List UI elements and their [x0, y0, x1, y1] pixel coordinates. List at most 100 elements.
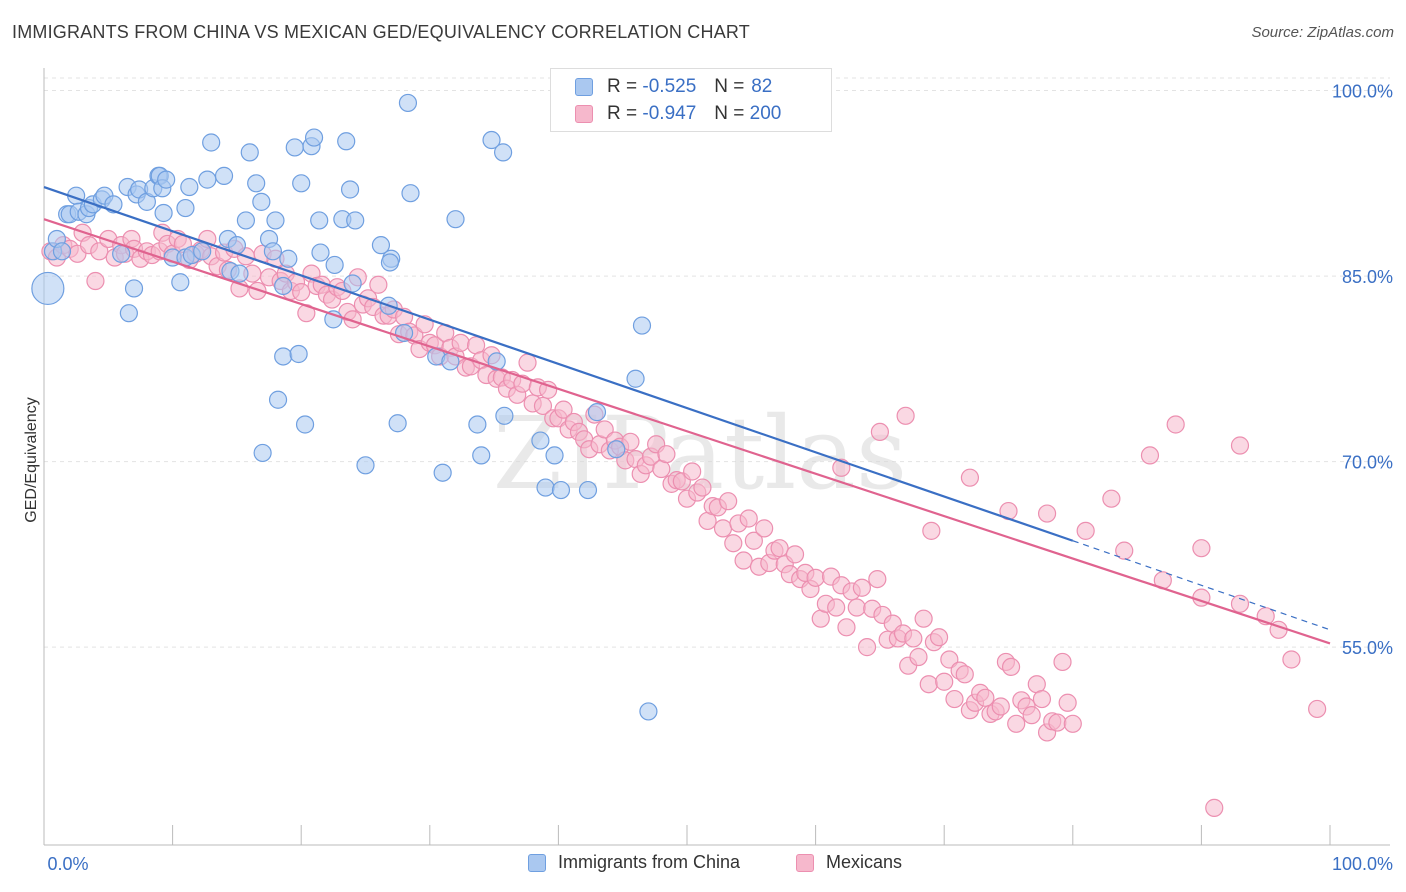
mexican-point — [1282, 650, 1301, 669]
mexican-point — [621, 432, 640, 451]
y-tick-label: 55.0% — [1342, 638, 1393, 658]
legend-row-china: R = -0.525 N = 82 — [551, 73, 772, 101]
mexican-point — [1308, 699, 1327, 719]
mexican-point — [683, 462, 702, 481]
china-swatch — [528, 853, 546, 872]
mexican-point — [1115, 541, 1134, 560]
china-point — [263, 242, 283, 261]
mexican-point — [922, 521, 941, 540]
mexican-point — [1230, 436, 1250, 455]
mexican-point — [734, 551, 753, 570]
china-point — [285, 138, 304, 157]
mexican-point — [1007, 714, 1026, 733]
mexican-point — [90, 242, 109, 261]
mexican-point — [1140, 446, 1160, 465]
mexican-point — [904, 629, 923, 648]
china-point — [468, 415, 487, 434]
n-value: 82 — [751, 76, 773, 97]
china-point — [536, 478, 555, 497]
china-trend-line — [43, 185, 1074, 542]
china-point — [639, 702, 658, 721]
y-tick-labels: 55.0% 70.0% 85.0% 100.0% — [1332, 82, 1393, 659]
china-point — [292, 174, 311, 193]
china-point — [356, 456, 375, 475]
mexican-swatch — [796, 853, 814, 872]
china-point — [230, 264, 249, 283]
mexican-point — [595, 420, 614, 439]
china-point — [193, 242, 212, 261]
china-point — [214, 166, 234, 185]
china-point — [632, 316, 652, 335]
mexican-point — [914, 609, 933, 628]
china-point — [446, 210, 465, 229]
stats-legend: R = -0.525 N = 82 R = -0.947 N = 200 — [550, 68, 832, 132]
mexican-point — [292, 283, 311, 302]
mexican-point — [1032, 689, 1052, 709]
mexican-point — [857, 638, 877, 657]
china-point — [380, 253, 400, 272]
china-point — [124, 279, 144, 298]
china-point — [587, 403, 607, 422]
mexican-point — [1022, 706, 1041, 725]
china-point — [52, 242, 72, 261]
china-point — [433, 463, 452, 482]
china-point — [388, 414, 407, 433]
china-point — [346, 211, 365, 230]
legend-item-mexicans[interactable]: Mexicans — [796, 852, 902, 873]
china-point — [310, 211, 329, 230]
mexican-point — [693, 478, 712, 497]
china-point — [274, 347, 293, 366]
y-tick-label: 70.0% — [1342, 453, 1393, 473]
china-point — [531, 431, 550, 450]
mexican-point — [1063, 714, 1082, 733]
mexican-point — [1037, 504, 1057, 523]
mexican-point — [770, 539, 789, 558]
mexican-point — [657, 445, 676, 464]
china-point — [401, 184, 420, 203]
grid-lines — [44, 77, 1390, 648]
mexican-point — [945, 689, 964, 709]
mexican-point — [1048, 713, 1067, 732]
china-point — [180, 177, 199, 197]
r-value: -0.525 — [642, 76, 697, 97]
china-point — [171, 273, 190, 292]
mexican-point — [919, 675, 938, 694]
y-tick-label: 85.0% — [1342, 267, 1393, 287]
r-label: R = — [607, 103, 638, 124]
china-point — [252, 192, 271, 211]
mexican-point — [451, 333, 470, 352]
mexican-point — [870, 422, 890, 442]
china-point — [578, 480, 598, 500]
mexican-point — [713, 519, 733, 538]
china-point — [304, 128, 324, 147]
mexican-point — [847, 598, 866, 617]
legend-label: Mexicans — [826, 852, 903, 872]
china-point — [240, 143, 259, 162]
legend-item-china[interactable]: Immigrants from China — [528, 852, 740, 873]
mexican-point — [940, 650, 959, 669]
r-label: R = — [607, 76, 638, 97]
n-label: N = — [714, 76, 745, 97]
mexican-points — [41, 223, 1327, 817]
china-swatch — [575, 78, 593, 96]
x-tick-labels: 0.0% 100.0% — [47, 854, 1393, 874]
china-point — [295, 415, 315, 434]
series-legend: Immigrants from China Mexicans — [0, 852, 1406, 878]
mexican-point — [539, 380, 558, 399]
mexican-point — [935, 672, 954, 691]
r-value: -0.947 — [642, 103, 697, 124]
china-point — [253, 443, 272, 463]
china-point — [472, 446, 491, 465]
china-point — [176, 198, 195, 218]
mexican-point — [909, 647, 928, 667]
x-tick-label: 100.0% — [1332, 854, 1393, 874]
china-point — [274, 276, 293, 296]
china-point — [311, 243, 330, 262]
mexican-point — [248, 281, 267, 301]
china-point — [268, 390, 288, 409]
china-point — [551, 480, 571, 500]
legend-label: Immigrants from China — [558, 852, 741, 872]
mexican-point — [1102, 489, 1121, 508]
source-credit: Source: ZipAtlas.com — [1251, 24, 1394, 41]
